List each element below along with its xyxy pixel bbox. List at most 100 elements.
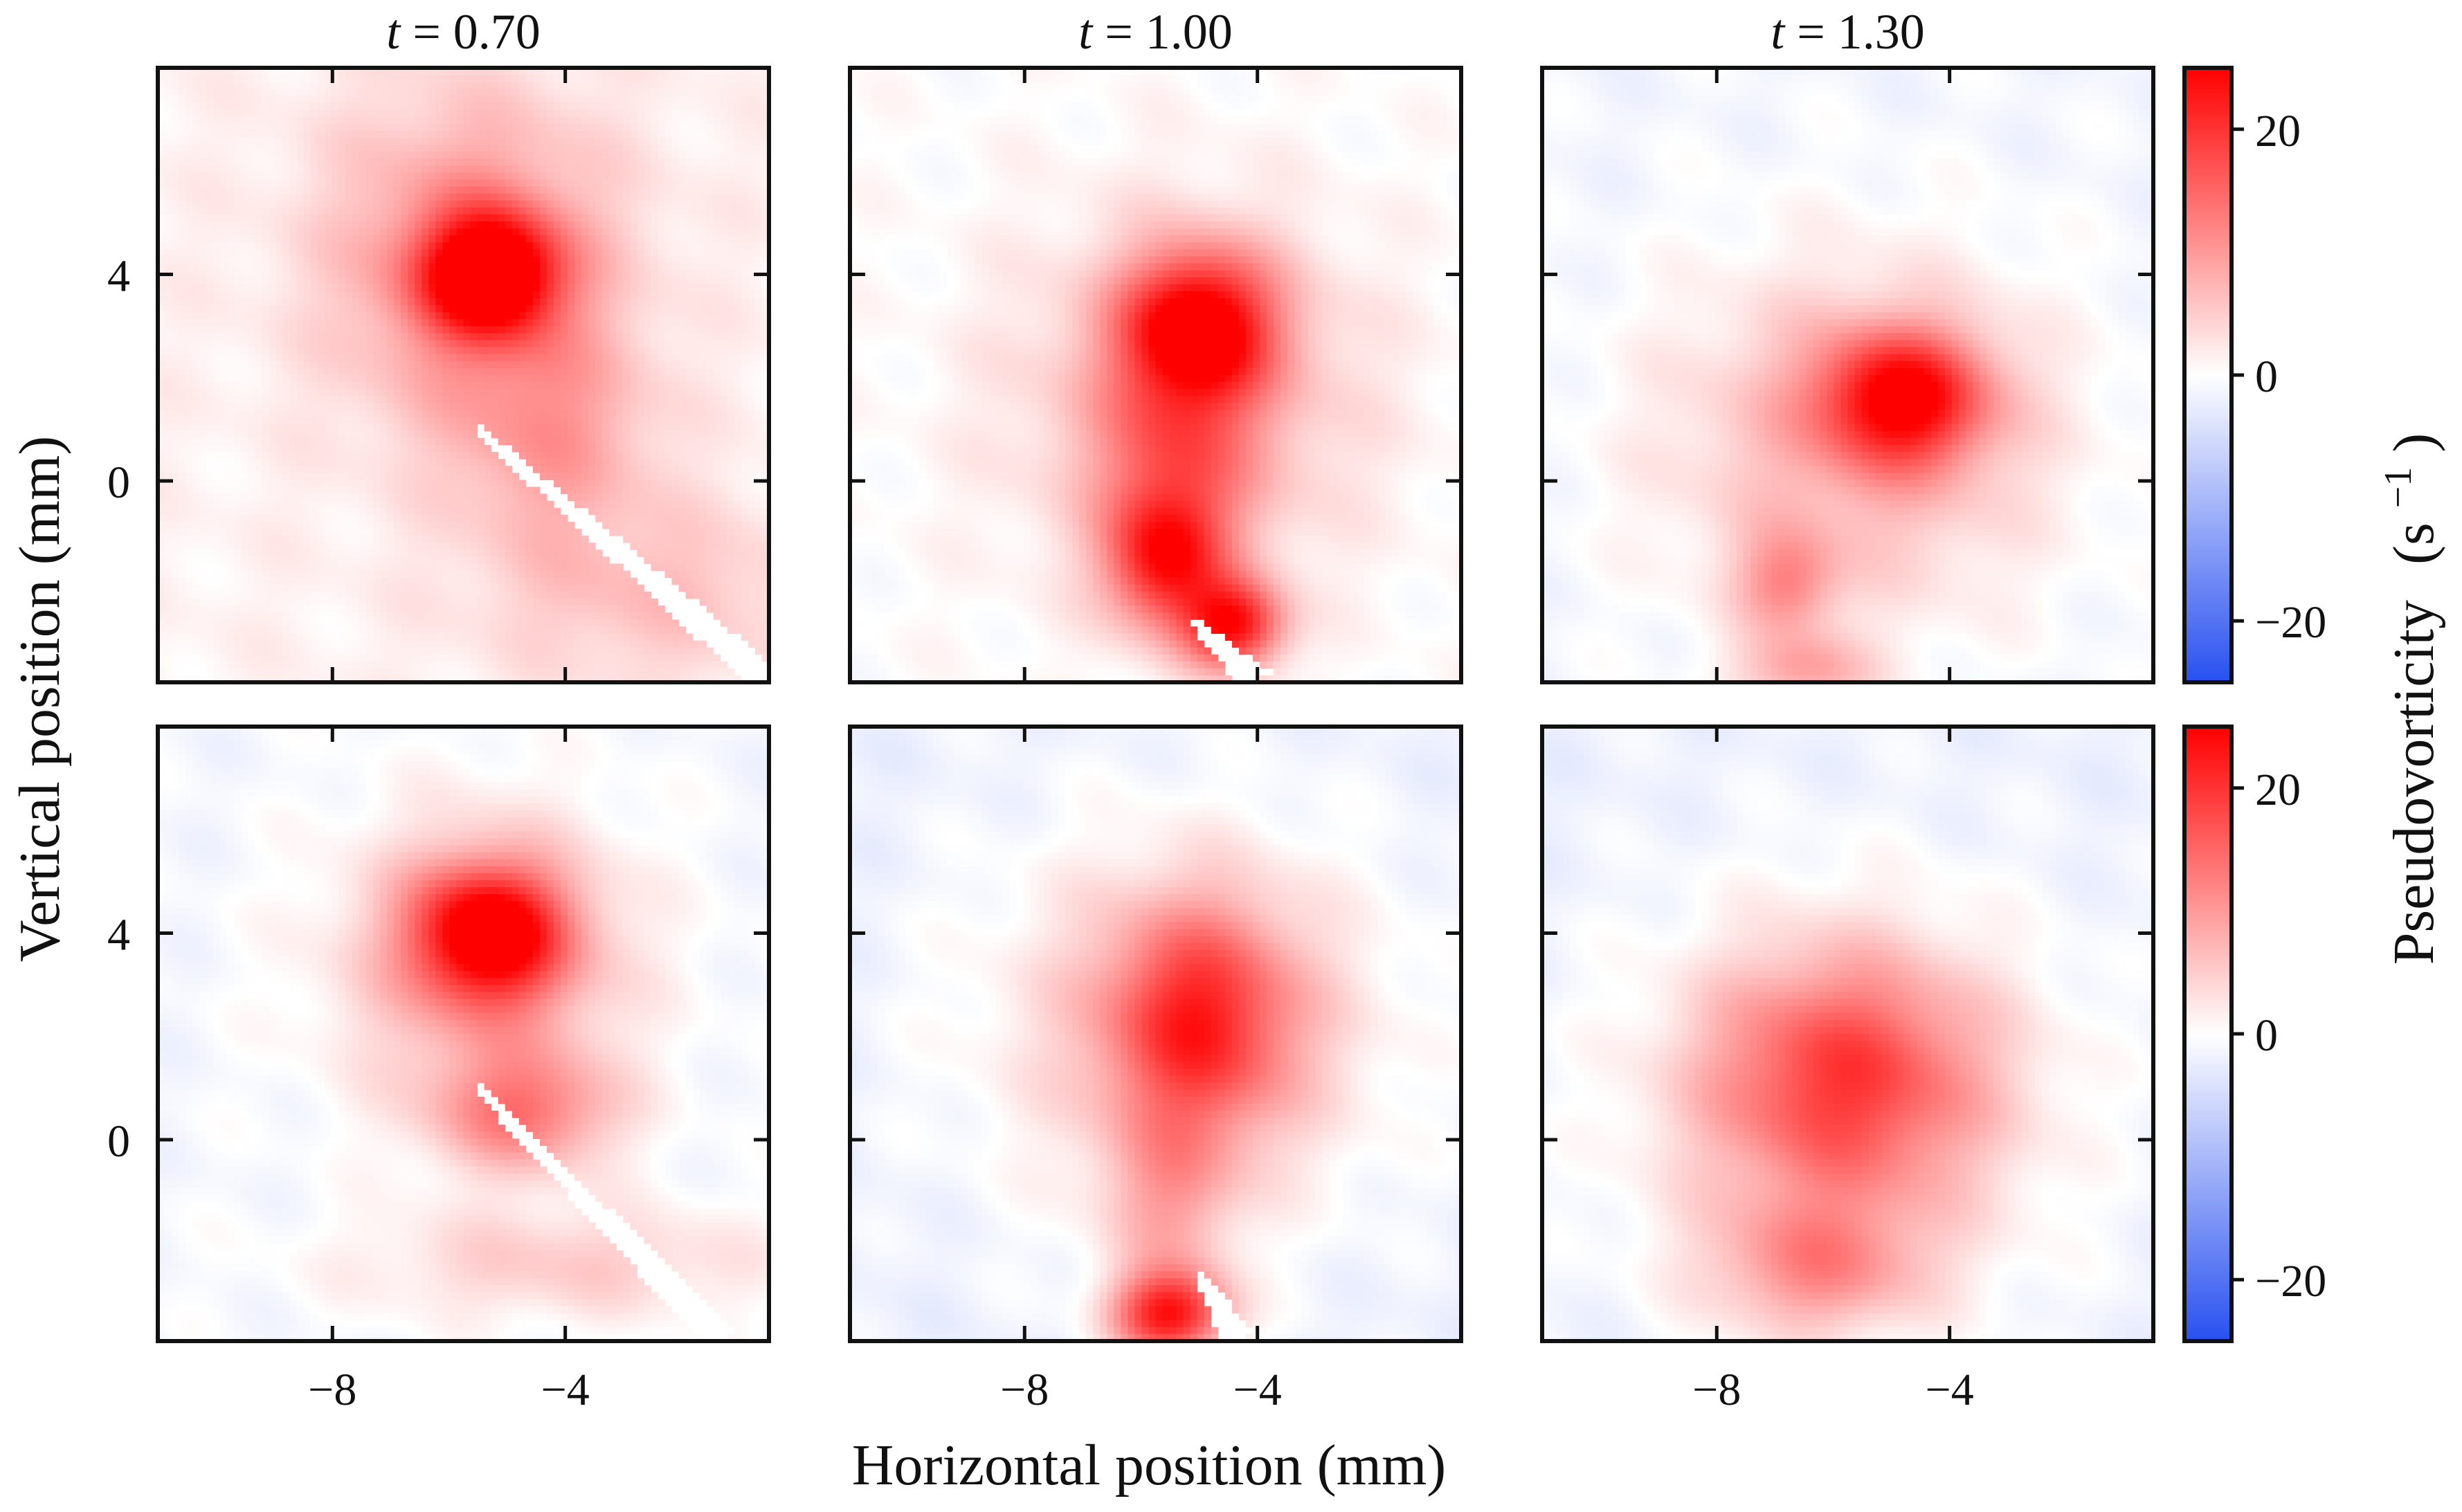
heatmap-cell (651, 172, 659, 181)
heatmap-cell (706, 242, 714, 250)
heatmap-cell (289, 291, 298, 299)
heatmap-cell (192, 145, 200, 152)
heatmap-cell (185, 437, 193, 446)
heatmap-cell (192, 430, 200, 439)
heatmap-cell (637, 68, 644, 75)
heatmap-cell (449, 158, 458, 166)
heatmap-cell (213, 235, 221, 243)
heatmap-cell (706, 367, 714, 376)
heatmap-cell (685, 152, 694, 159)
heatmap-cell (220, 249, 228, 257)
heatmap-cell (699, 423, 707, 432)
heatmap-cell (671, 186, 680, 194)
heatmap-cell (699, 347, 707, 355)
heatmap-cell (366, 228, 374, 236)
heatmap-cell (539, 452, 547, 459)
heatmap-cell (713, 242, 721, 250)
heatmap-cell (761, 410, 770, 418)
heatmap-cell (241, 437, 249, 446)
heatmap-cell (761, 214, 770, 222)
heatmap-cell (442, 145, 451, 152)
heatmap-cell (158, 326, 165, 334)
heatmap-cell (158, 284, 165, 292)
heatmap-cell (754, 430, 763, 439)
heatmap-cell (616, 326, 624, 334)
heatmap-cell (498, 298, 506, 306)
heatmap-cell (213, 221, 221, 229)
heatmap-cell (359, 444, 367, 453)
heatmap-cell (206, 423, 214, 432)
heatmap-cell (380, 270, 388, 278)
heatmap-cell (338, 95, 346, 104)
heatmap-cell (415, 109, 422, 118)
heatmap-cell (568, 200, 575, 208)
heatmap-cell (456, 75, 464, 82)
heatmap-cell (574, 319, 582, 327)
heatmap-cell (754, 235, 763, 243)
heatmap-cell (373, 249, 381, 257)
heatmap-cell (165, 340, 172, 348)
heatmap-cell (651, 137, 659, 145)
heatmap-cell (408, 109, 415, 118)
heatmap-cell (664, 452, 673, 459)
heatmap-cell (275, 75, 284, 82)
heatmap-cell (422, 116, 429, 125)
heatmap-cell (754, 389, 763, 397)
heatmap-cell (671, 242, 680, 250)
heatmap-cell (408, 95, 415, 104)
heatmap-cell (366, 89, 374, 96)
heatmap-cell (422, 123, 429, 131)
heatmap-cell (720, 82, 728, 89)
heatmap-cell (359, 312, 367, 320)
heatmap-cell (720, 277, 728, 285)
heatmap-cell (172, 403, 179, 411)
heatmap-cell (227, 179, 235, 188)
heatmap-cell (581, 361, 589, 369)
heatmap-cell (317, 423, 325, 432)
heatmap-cell (706, 417, 714, 425)
heatmap-cell (671, 207, 680, 215)
heatmap-cell (761, 256, 770, 264)
heatmap-cell (192, 326, 200, 334)
heatmap-cell (532, 340, 541, 348)
heatmap-cell (630, 452, 637, 459)
heatmap-cell (553, 382, 561, 390)
heatmap-cell (748, 95, 756, 104)
heatmap-cell (192, 284, 200, 292)
heatmap-cell (289, 417, 298, 425)
heatmap-cell (671, 152, 680, 159)
heatmap-cell (213, 298, 221, 306)
heatmap-cell (192, 228, 200, 236)
heatmap-cell (158, 145, 165, 152)
heatmap-cell (227, 291, 235, 299)
heatmap-cell (560, 165, 568, 173)
heatmap-cell (525, 89, 534, 96)
heatmap-cell (331, 137, 339, 145)
heatmap-cell (401, 326, 408, 334)
heatmap-cell (754, 82, 763, 89)
heatmap-cell (685, 430, 694, 439)
heatmap-cell (394, 235, 401, 243)
heatmap-cell (158, 172, 165, 181)
heatmap-cell (463, 403, 471, 411)
heatmap-cell (380, 214, 388, 222)
heatmap-cell (456, 312, 464, 320)
heatmap-cell (380, 68, 388, 75)
heatmap-cell (359, 277, 367, 285)
heatmap-cell (616, 200, 624, 208)
heatmap-cell (560, 158, 568, 166)
heatmap-cell (213, 172, 221, 181)
heatmap-cell (248, 145, 256, 152)
heatmap-cell (192, 291, 200, 299)
heatmap-cell (422, 152, 429, 159)
heatmap-cell (574, 152, 582, 159)
heatmap-cell (415, 417, 422, 425)
heatmap-cell (727, 382, 735, 390)
heatmap-cell (262, 284, 270, 292)
heatmap-cell (546, 179, 554, 188)
heatmap-cell (165, 403, 172, 411)
heatmap-cell (408, 284, 415, 292)
heatmap-cell (734, 333, 742, 341)
heatmap-cell (435, 430, 443, 439)
heatmap-cell (296, 145, 305, 152)
